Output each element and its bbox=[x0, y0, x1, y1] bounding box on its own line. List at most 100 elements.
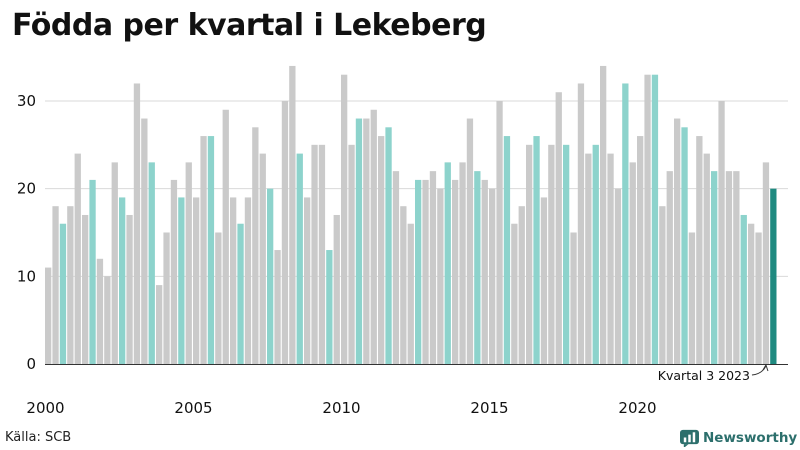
bar bbox=[126, 214, 133, 364]
bar bbox=[104, 276, 111, 364]
bar bbox=[770, 188, 777, 364]
bar bbox=[378, 136, 385, 364]
bar bbox=[400, 206, 407, 364]
bar bbox=[341, 74, 348, 364]
bar bbox=[82, 214, 89, 364]
bar bbox=[474, 171, 481, 364]
bar bbox=[274, 250, 281, 364]
bar bbox=[511, 223, 518, 364]
bar bbox=[141, 118, 148, 365]
bar bbox=[496, 101, 503, 364]
bar bbox=[296, 153, 303, 364]
bar bbox=[548, 144, 555, 364]
x-tick-label: 2005 bbox=[174, 399, 212, 417]
bar bbox=[156, 285, 163, 364]
bar bbox=[674, 118, 681, 365]
bar bbox=[96, 258, 104, 364]
bar bbox=[170, 179, 178, 364]
bar bbox=[385, 127, 392, 364]
bar bbox=[392, 171, 400, 364]
bar bbox=[718, 101, 725, 364]
bar bbox=[711, 171, 718, 364]
bar bbox=[489, 188, 496, 364]
bar bbox=[459, 162, 466, 364]
bar bbox=[348, 144, 355, 364]
bar bbox=[422, 179, 429, 364]
bar bbox=[637, 136, 644, 364]
bar bbox=[252, 127, 259, 364]
bar bbox=[230, 197, 237, 364]
newsworthy-icon bbox=[680, 429, 699, 447]
bar bbox=[237, 223, 244, 364]
bar bbox=[67, 206, 74, 364]
bar bbox=[526, 144, 533, 364]
bar bbox=[748, 223, 755, 364]
bar bbox=[585, 153, 592, 364]
bar bbox=[429, 171, 437, 364]
bar bbox=[651, 74, 659, 364]
bar bbox=[659, 206, 666, 364]
bar bbox=[518, 206, 525, 364]
bar bbox=[244, 197, 252, 364]
bar bbox=[304, 197, 311, 364]
bar bbox=[267, 188, 274, 364]
bar bbox=[629, 162, 636, 364]
bar bbox=[703, 153, 710, 364]
bar bbox=[370, 109, 377, 365]
annotation: Kvartal 3 2023 bbox=[658, 363, 769, 383]
bar bbox=[570, 232, 577, 364]
bar bbox=[163, 232, 170, 364]
bar bbox=[193, 197, 200, 364]
bar bbox=[89, 179, 96, 364]
bar bbox=[600, 65, 607, 364]
x-tick-label: 2020 bbox=[618, 399, 656, 417]
bar bbox=[614, 188, 622, 364]
bars bbox=[45, 65, 777, 365]
bar bbox=[133, 83, 141, 364]
brand-logo: Newsworthy bbox=[680, 428, 797, 447]
bar bbox=[326, 250, 333, 364]
bar bbox=[333, 214, 340, 364]
bar bbox=[644, 74, 651, 364]
bar bbox=[437, 188, 444, 364]
bar bbox=[222, 109, 229, 365]
bar bbox=[111, 162, 118, 364]
bar bbox=[207, 136, 215, 364]
bar bbox=[622, 83, 629, 364]
bar bbox=[740, 214, 747, 364]
bar bbox=[607, 153, 614, 364]
bar bbox=[289, 65, 296, 364]
bar bbox=[407, 223, 414, 364]
bar bbox=[666, 171, 673, 364]
bar bbox=[577, 83, 585, 364]
bar bbox=[318, 144, 326, 364]
bar bbox=[363, 118, 370, 365]
bar bbox=[215, 232, 222, 364]
x-tick-label: 2010 bbox=[322, 399, 360, 417]
bar-chart: 0 10 20 30 2000 2005 2010 2015 2020 Kvartal 3 20… bbox=[17, 65, 788, 417]
bar bbox=[281, 101, 289, 364]
x-tick-label: 2015 bbox=[470, 399, 508, 417]
chart-title: Födda per kvartal i Lekeberg bbox=[12, 8, 487, 43]
y-tick-label: 20 bbox=[17, 180, 36, 198]
y-tick-label: 0 bbox=[26, 355, 36, 373]
bar bbox=[696, 136, 703, 364]
bar bbox=[148, 162, 155, 364]
bar bbox=[200, 136, 207, 364]
bar bbox=[533, 136, 540, 364]
bar bbox=[415, 179, 422, 364]
bar bbox=[681, 127, 688, 364]
bar bbox=[540, 197, 548, 364]
bar bbox=[355, 118, 363, 365]
bar bbox=[555, 92, 562, 364]
bar bbox=[59, 223, 67, 364]
bar bbox=[452, 179, 459, 364]
y-tick-label: 10 bbox=[17, 267, 36, 285]
bar bbox=[178, 197, 185, 364]
bar bbox=[481, 179, 488, 364]
bar bbox=[592, 144, 599, 364]
bar bbox=[725, 171, 733, 364]
annotation-arrow bbox=[751, 365, 767, 376]
bar bbox=[74, 153, 81, 364]
bar bbox=[733, 171, 740, 364]
